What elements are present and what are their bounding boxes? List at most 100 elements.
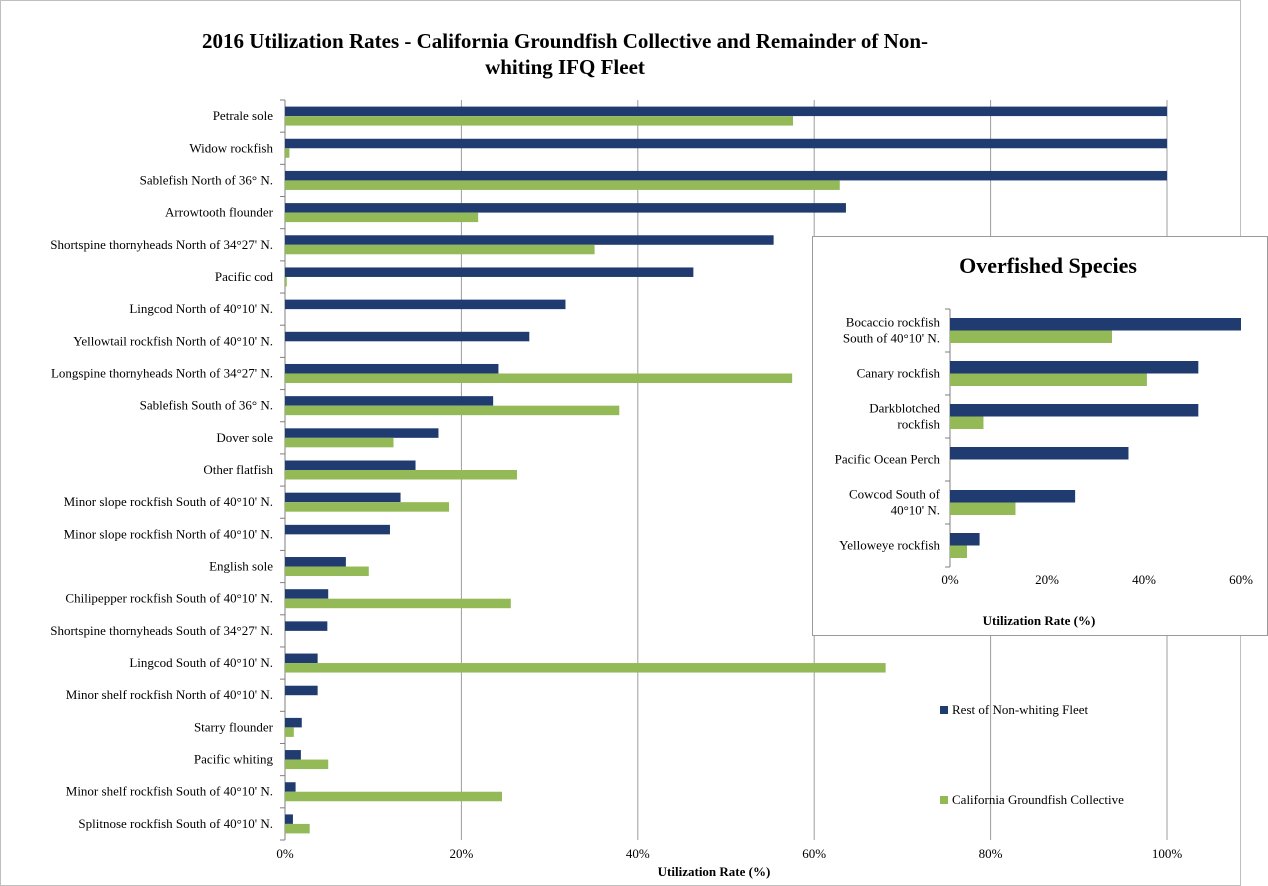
inset-category-label: Darkblotched rockfish <box>869 401 940 432</box>
inset-bar-cgc <box>950 502 1016 515</box>
bar-rest <box>285 170 1167 181</box>
inset-category-label-line: Yelloweye rockfish <box>839 538 940 553</box>
bar-rest <box>285 685 318 696</box>
x-tick-label: 20% <box>449 846 473 861</box>
bar-rest <box>285 524 390 535</box>
bar-cgc <box>285 791 502 802</box>
bar-cgc <box>285 759 329 770</box>
x-tick-label: 60% <box>802 846 826 861</box>
category-label: Dover sole <box>216 430 273 445</box>
category-label: Lingcod South of 40°10' N. <box>129 655 273 670</box>
chart-title-line: 2016 Utilization Rates - California Grou… <box>201 29 929 53</box>
bar-cgc <box>285 148 290 158</box>
x-tick-label: 0% <box>276 846 294 861</box>
inset-x-tick-label: 60% <box>1229 572 1253 587</box>
legend-item-rest: Rest of Non-whiting Fleet <box>940 702 1088 718</box>
bar-rest <box>285 460 416 470</box>
category-label: Sablefish South of 36° N. <box>140 398 273 413</box>
bar-cgc <box>285 502 450 512</box>
inset-x-tick-label: 40% <box>1132 572 1156 587</box>
bar-rest <box>285 235 774 245</box>
bar-rest <box>285 267 694 277</box>
inset-x-tick-label: 20% <box>1035 572 1059 587</box>
bar-rest <box>285 750 301 760</box>
legend-label-rest: Rest of Non-whiting Fleet <box>952 702 1089 717</box>
bar-rest <box>285 331 530 342</box>
inset-bar-cgc <box>950 330 1112 343</box>
category-label: Chilipepper rockfish South of 40°10' N. <box>65 591 273 606</box>
legend-swatch-cgc <box>940 796 948 804</box>
category-label: Sablefish North of 36° N. <box>140 172 273 187</box>
bar-rest <box>285 428 439 438</box>
category-label: Lingcod North of 40°10' N. <box>129 301 273 316</box>
category-label: Other flatfish <box>203 462 273 477</box>
bar-rest <box>285 363 499 374</box>
bar-cgc <box>285 566 369 577</box>
overfished-inset: Overfished Species 0% 20% 40% 60% Bocaccio r… <box>812 236 1268 636</box>
x-axis-title: Utilization Rate (%) <box>658 864 771 879</box>
category-label: Minor shelf rockfish South of 40°10' N. <box>66 784 273 799</box>
inset-category-label-line: Darkblotched <box>869 401 940 416</box>
inset-category-label-line: Bocaccio rockfish <box>846 315 941 330</box>
inset-bar-cgc <box>950 545 967 558</box>
category-label: Shortspine thornyheads South of 34°27' N… <box>50 623 273 638</box>
chart-title: 2016 Utilization Rates - California Grou… <box>60 28 1070 80</box>
inset-bar-rest <box>950 318 1241 331</box>
inset-x-axis-title: Utilization Rate (%) <box>983 613 1096 628</box>
bar-rest <box>285 299 566 310</box>
bar-cgc <box>285 663 886 673</box>
bar-rest <box>285 106 1167 117</box>
inset-category-label-line: Canary rockfish <box>857 366 941 381</box>
bar-rest <box>285 557 346 567</box>
inset-category-label-line: Cowcod South of <box>849 487 941 502</box>
bar-cgc <box>285 727 294 737</box>
category-label: Pacific whiting <box>194 752 274 767</box>
inset-category-label-line: rockfish <box>897 417 940 432</box>
legend-swatch-rest <box>940 706 948 714</box>
bar-cgc <box>285 373 793 383</box>
category-label: Petrale sole <box>213 108 274 123</box>
inset-bar-cgc <box>950 373 1147 386</box>
category-label: Shortspine thornyheads North of 34°27' N… <box>50 237 273 252</box>
bar-rest <box>285 589 329 599</box>
bar-cgc <box>285 212 479 223</box>
inset-category-label-line: 40°10' N. <box>891 503 940 518</box>
x-tick-label: 40% <box>626 846 650 861</box>
bar-rest <box>285 396 494 406</box>
inset-bar-rest <box>950 533 980 546</box>
inset-category-label: Yelloweye rockfish <box>839 538 940 553</box>
bar-cgc <box>285 823 310 834</box>
inset-category-label-line: South of 40°10' N. <box>843 331 940 346</box>
bar-cgc <box>285 405 620 416</box>
inset-bar-cgc <box>950 416 984 429</box>
inset-x-tick-label: 0% <box>941 572 959 587</box>
inset-bar-rest <box>950 361 1199 374</box>
category-label: Minor shelf rockfish North of 40°10' N. <box>66 687 273 702</box>
x-tick-label: 100% <box>1152 846 1183 861</box>
inset-bar-rest <box>950 490 1076 503</box>
inset-category-label: Pacific Ocean Perch <box>835 452 941 467</box>
category-label: Splitnose rockfish South of 40°10' N. <box>78 816 273 831</box>
category-label: Arrowtooth flounder <box>165 205 274 220</box>
bar-rest <box>285 653 318 664</box>
bar-rest <box>285 492 401 503</box>
chart-title-line: whiting IFQ Fleet <box>485 55 645 79</box>
inset-title: Overfished Species <box>959 253 1137 278</box>
x-tick-label: 80% <box>979 846 1003 861</box>
category-label: English sole <box>209 559 273 574</box>
inset-category-label-line: Pacific Ocean Perch <box>835 452 941 467</box>
bar-cgc <box>285 598 511 609</box>
bar-rest <box>285 203 846 213</box>
bar-cgc <box>285 437 394 448</box>
bar-rest <box>285 621 328 631</box>
inset-category-label: Canary rockfish <box>857 366 941 381</box>
inset-chart: 0% 20% 40% 60% Bocaccio rockfish South of 40°… <box>835 308 1253 628</box>
bar-cgc <box>285 276 287 287</box>
category-label: Starry flounder <box>194 719 274 734</box>
inset-category-label: Bocaccio rockfish South of 40°10' N. <box>843 315 941 346</box>
category-label: Minor slope rockfish South of 40°10' N. <box>64 494 273 509</box>
bar-cgc <box>285 116 794 126</box>
inset-category-label: Cowcod South of 40°10' N. <box>849 487 941 518</box>
